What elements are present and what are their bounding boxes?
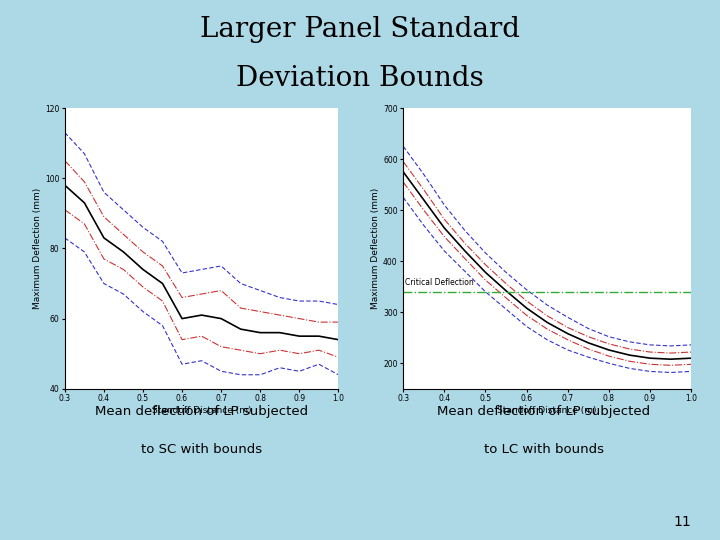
Text: to LC with bounds: to LC with bounds	[484, 443, 603, 456]
Text: Critical Deflection: Critical Deflection	[405, 278, 474, 287]
Text: Mean deflection of LP subjected: Mean deflection of LP subjected	[95, 405, 308, 418]
Text: Larger Panel Standard: Larger Panel Standard	[200, 16, 520, 43]
Text: Deviation Bounds: Deviation Bounds	[236, 65, 484, 92]
X-axis label: Standoff Distance (m): Standoff Distance (m)	[498, 406, 597, 415]
X-axis label: Standoff Distance (m): Standoff Distance (m)	[152, 406, 251, 415]
Text: Mean deflection of LP subjected: Mean deflection of LP subjected	[437, 405, 650, 418]
Y-axis label: Maximum Deflection (mm): Maximum Deflection (mm)	[372, 188, 380, 309]
Text: 11: 11	[673, 515, 691, 529]
Y-axis label: Maximum Deflection (mm): Maximum Deflection (mm)	[33, 188, 42, 309]
Text: to SC with bounds: to SC with bounds	[141, 443, 262, 456]
